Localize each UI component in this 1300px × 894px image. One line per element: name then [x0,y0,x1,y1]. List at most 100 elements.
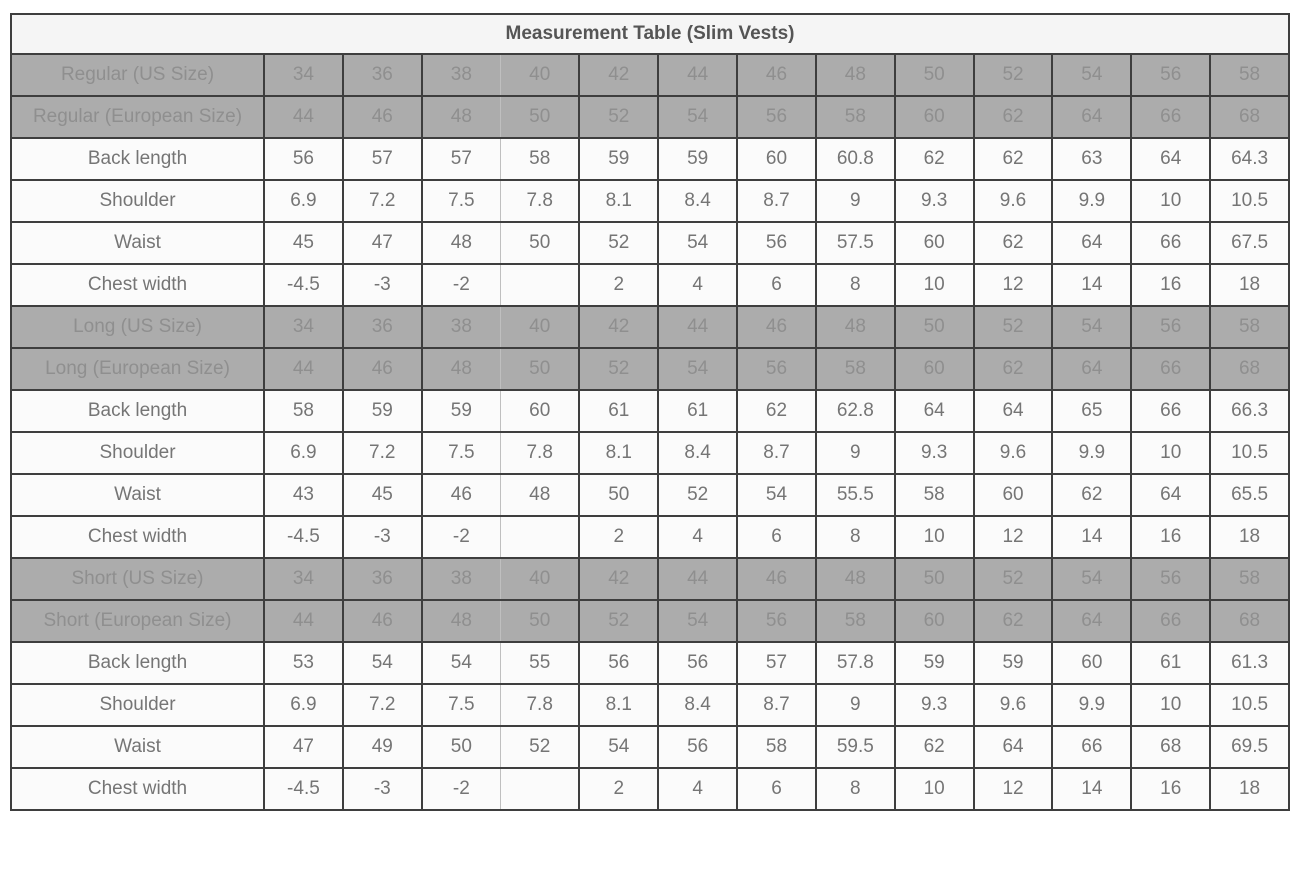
value-cell: 65.5 [1209,473,1290,517]
value-cell: 9.6 [972,179,1054,223]
value-cell: 6.9 [263,431,344,475]
value-cell: -4.5 [263,515,344,559]
measurement-row: Shoulder 6.9 7.2 7.5 7.8 8.1 8.4 8.7 9 9.3 9.6 9.9 1… [10,179,1290,223]
row-label: Chest width [10,767,265,811]
size-cell: 34 [263,305,344,349]
value-cell: 8.4 [657,179,739,223]
value-cell: 7.2 [341,683,423,727]
value-cell: 14 [1051,515,1133,559]
value-cell: 47 [263,725,344,769]
size-cell: 34 [263,557,344,601]
section-label-eu: Long (European Size) [10,347,265,391]
title-row: Measurement Table (Slim Vests) [10,13,1290,55]
value-cell: 9.6 [972,431,1054,475]
value-cell: 4 [657,767,739,811]
value-cell: 7.8 [500,683,581,727]
value-cell: 59 [893,641,975,685]
value-cell: 8.7 [736,179,817,223]
value-cell: 66.3 [1209,389,1290,433]
value-cell: 56 [578,641,660,685]
value-cell: 57 [341,137,423,181]
size-cell: 42 [578,53,660,97]
value-cell: 9.9 [1051,683,1133,727]
size-cell: 54 [657,95,739,139]
size-cell: 40 [500,557,581,601]
value-cell: 10.5 [1209,179,1290,223]
value-cell: 62.8 [814,389,896,433]
value-cell: 64 [972,389,1054,433]
row-label: Shoulder [10,683,265,727]
value-cell: 9.9 [1051,179,1133,223]
value-cell: 7.5 [420,431,502,475]
value-cell: 57.5 [814,221,896,265]
size-cell: 52 [972,557,1054,601]
value-cell: 65 [1051,389,1133,433]
value-cell: 54 [578,725,660,769]
value-cell: 16 [1130,767,1212,811]
size-cell: 46 [341,95,423,139]
section-label-eu: Short (European Size) [10,599,265,643]
value-cell: 60 [893,221,975,265]
value-cell: -2 [420,263,502,307]
value-cell: -3 [341,263,423,307]
size-cell: 44 [263,95,344,139]
size-cell: 40 [500,53,581,97]
value-cell: 4 [657,263,739,307]
value-cell: 14 [1051,767,1133,811]
value-cell: 46 [420,473,502,517]
value-cell: 8 [814,263,896,307]
size-cell: 48 [814,53,896,97]
size-cell: 66 [1130,347,1212,391]
section-label-us: Long (US Size) [10,305,265,349]
value-cell: 59 [578,137,660,181]
value-cell: 47 [341,221,423,265]
size-cell: 36 [341,305,423,349]
value-cell: 54 [736,473,817,517]
value-cell: -4.5 [263,263,344,307]
size-cell: 56 [736,347,817,391]
value-cell: 8.1 [578,683,660,727]
size-cell: 48 [420,95,502,139]
value-cell: 62 [736,389,817,433]
value-cell: 52 [500,725,581,769]
value-cell: 68 [1130,725,1212,769]
value-cell: 59 [972,641,1054,685]
value-cell: 10 [1130,683,1212,727]
size-cell: 54 [1051,53,1133,97]
measurement-row: Chest width -4.5 -3 -2 2 4 6 8 10 12 14 16 18 [10,767,1290,811]
value-cell: 60 [972,473,1054,517]
size-cell: 48 [420,347,502,391]
value-cell: 57 [420,137,502,181]
value-cell: 64 [893,389,975,433]
value-cell: 12 [972,515,1054,559]
value-cell: 2 [578,767,660,811]
size-cell: 60 [893,95,975,139]
value-cell: 59 [657,137,739,181]
value-cell: 64 [1051,221,1133,265]
size-cell: 58 [814,599,896,643]
value-cell: 12 [972,767,1054,811]
value-cell: 6 [736,767,817,811]
size-cell: 62 [972,347,1054,391]
size-cell: 52 [578,599,660,643]
size-cell: 62 [972,599,1054,643]
value-cell: 10 [1130,431,1212,475]
size-cell: 44 [657,305,739,349]
value-cell: 63 [1051,137,1133,181]
value-cell: 10 [893,767,975,811]
value-cell: 7.8 [500,431,581,475]
value-cell: 69.5 [1209,725,1290,769]
value-cell: 61 [1130,641,1212,685]
value-cell: 62 [893,137,975,181]
value-cell: -2 [420,515,502,559]
value-cell: 62 [972,137,1054,181]
value-cell: 10 [1130,179,1212,223]
size-row-us: Short (US Size) 34 36 38 40 42 44 46 48 50 52 54 56 5… [10,557,1290,601]
size-cell: 58 [1209,53,1290,97]
value-cell: 55.5 [814,473,896,517]
value-cell: 57 [736,641,817,685]
value-cell: 56 [736,221,817,265]
size-row-us: Regular (US Size) 34 36 38 40 42 44 46 48 50 52 54 5… [10,53,1290,97]
value-cell: 18 [1209,263,1290,307]
row-label: Waist [10,473,265,517]
